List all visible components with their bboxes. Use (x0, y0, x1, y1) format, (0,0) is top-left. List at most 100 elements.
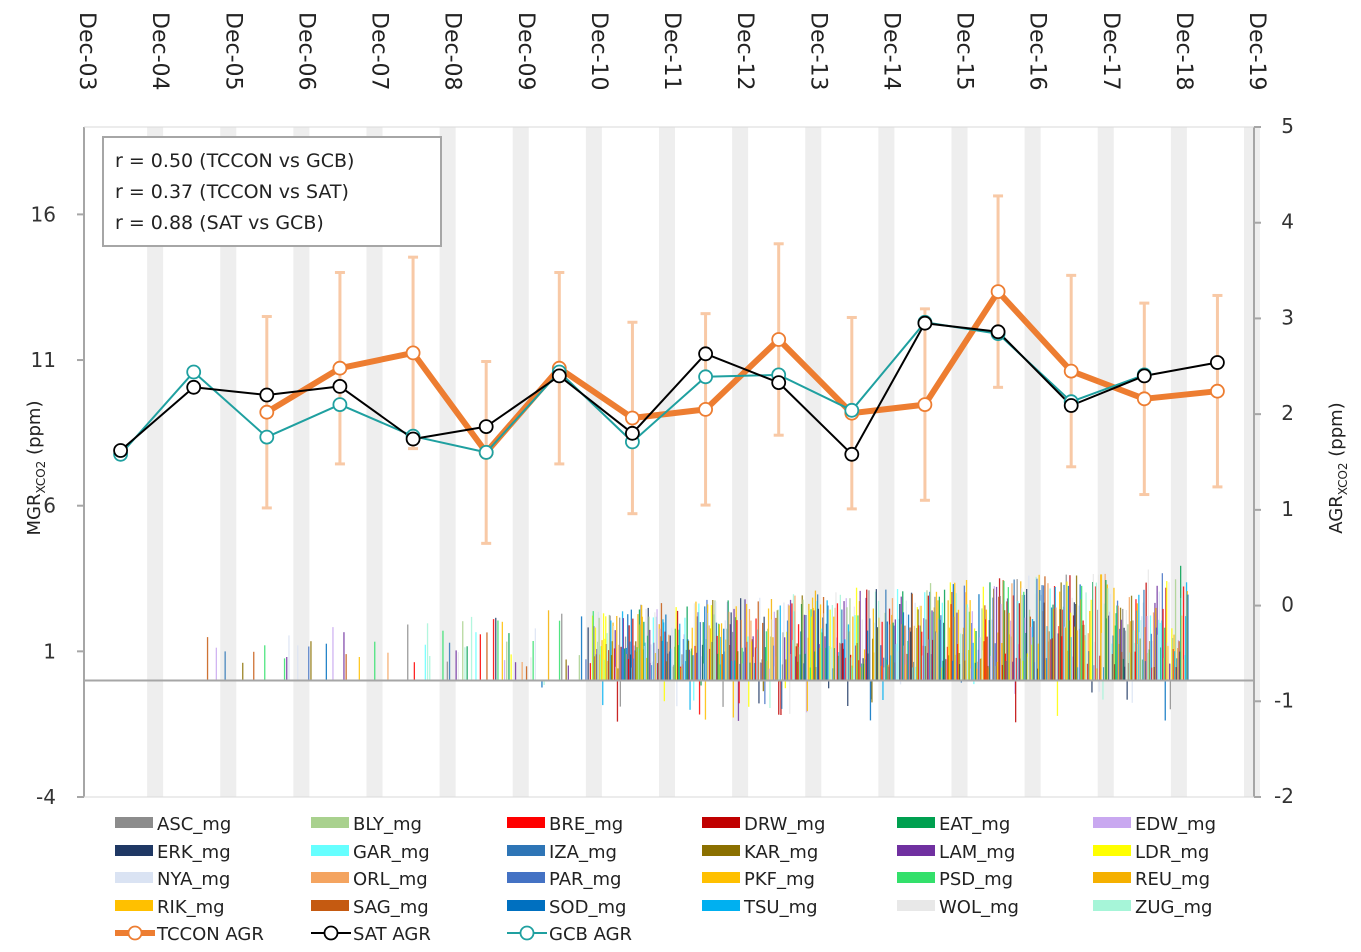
station-bar (1080, 599, 1082, 681)
station-bar (643, 645, 646, 681)
station-bar (712, 640, 715, 681)
station-bar (796, 643, 798, 681)
station-bar (1088, 651, 1090, 681)
grid-band (878, 127, 895, 797)
station-bar (628, 625, 630, 681)
station-bar (610, 655, 613, 681)
station-bar (1051, 638, 1053, 681)
station-bar (688, 649, 690, 681)
y-left-tick-label: -4 (36, 785, 56, 809)
station-bar (717, 653, 719, 681)
station-bar (665, 614, 667, 681)
station-bar (712, 600, 714, 681)
station-bar (885, 659, 888, 681)
station-bar (935, 631, 937, 681)
station-bar (927, 595, 929, 681)
station-bar (1041, 585, 1043, 681)
station-bar (928, 639, 930, 681)
station-bar (872, 608, 874, 681)
station-bar (1116, 600, 1119, 681)
station-bar (907, 640, 909, 681)
station-bar (942, 660, 944, 681)
station-bar (1048, 641, 1050, 681)
station-bar (990, 619, 993, 681)
station-bar (1143, 589, 1145, 681)
station-bar (983, 641, 985, 681)
station-bar (1062, 606, 1064, 681)
station-bar (786, 620, 789, 681)
station-bar (1155, 607, 1157, 681)
station-bar (903, 645, 905, 681)
station-bar (877, 627, 879, 681)
station-bar (716, 635, 718, 681)
station-bar (772, 637, 774, 681)
x-tick-labels: Dec-03 Dec-04 Dec-05 Dec-06 Dec-07 Dec-08 Dec-… (74, 12, 1269, 91)
legend-swatch (1093, 845, 1131, 856)
station-bar (1035, 576, 1037, 681)
station-bar (878, 617, 880, 681)
station-bar (702, 622, 704, 681)
legend-label: EDW_mg (1135, 814, 1216, 835)
station-bar (943, 589, 946, 681)
station-bar (886, 621, 888, 681)
station-bar (964, 660, 966, 681)
x-tick-label: Dec-10 (586, 12, 611, 91)
station-bar (1145, 582, 1147, 681)
station-bar (914, 602, 916, 681)
station-bar (947, 600, 949, 681)
station-bar (510, 654, 512, 681)
station-bar (917, 609, 919, 681)
station-bar (867, 653, 869, 681)
station-bar (935, 591, 938, 681)
station-bar (804, 653, 806, 681)
station-bar (1138, 594, 1140, 681)
gcb-agr-point (259, 429, 275, 445)
station-bar (1086, 663, 1089, 681)
station-bar (978, 594, 980, 681)
y-left-tick-label: 1 (43, 639, 56, 663)
station-bar (880, 665, 883, 681)
station-bar (215, 647, 217, 681)
station-bar (962, 634, 964, 681)
sat-agr-point (771, 375, 787, 391)
station-bar (842, 648, 844, 681)
station-bar (981, 608, 983, 681)
station-bar (649, 629, 651, 681)
station-bar (1122, 608, 1124, 681)
station-bar (1093, 665, 1095, 681)
tccon-agr-point (1210, 383, 1225, 399)
station-bar (694, 645, 696, 681)
station-bar (1048, 631, 1050, 681)
station-bar (608, 614, 610, 681)
station-bar (1142, 602, 1144, 681)
y-right-tick-label: 0 (1281, 593, 1294, 617)
station-bar (1112, 635, 1114, 681)
station-bar (781, 680, 783, 709)
annotation-line: r = 0.37 (TCCON vs SAT) (115, 181, 349, 203)
station-bar (1056, 680, 1059, 716)
station-bar (1053, 586, 1056, 681)
station-bar (1040, 594, 1042, 681)
station-bar (1001, 643, 1003, 681)
station-bar (657, 663, 659, 681)
station-bar (916, 607, 918, 681)
station-bar (1081, 585, 1083, 681)
station-bar (798, 646, 800, 681)
grid-band (220, 127, 237, 797)
x-tick-label: Dec-18 (1171, 12, 1196, 91)
station-bar (1032, 637, 1034, 681)
station-bar (803, 663, 805, 681)
station-bar (773, 645, 775, 681)
station-bar (773, 611, 775, 681)
legend-swatch (1093, 817, 1131, 828)
station-bar (1049, 588, 1051, 681)
station-bar (856, 643, 858, 681)
station-bar (747, 636, 749, 681)
station-bar (745, 647, 747, 681)
station-bar (618, 644, 620, 681)
station-bar (976, 668, 978, 681)
legend-label: IZA_mg (549, 842, 617, 863)
station-bar (1009, 634, 1011, 681)
sat-agr-point (478, 419, 494, 435)
station-bar (865, 597, 867, 681)
